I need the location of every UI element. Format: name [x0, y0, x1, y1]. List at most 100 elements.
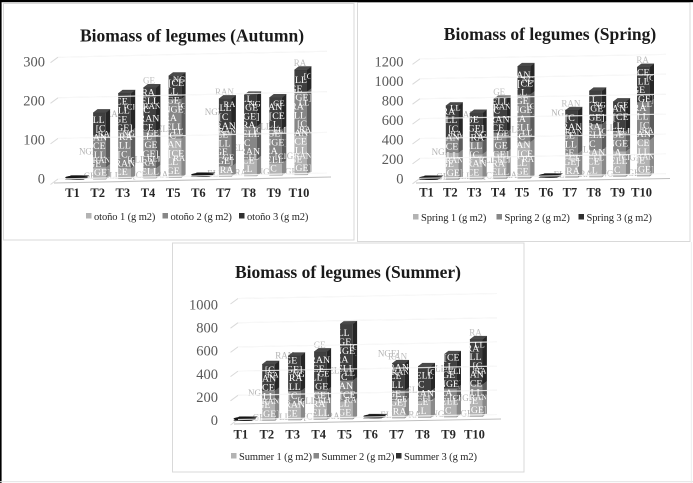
svg-text:Biomass of legumes (Spring): Biomass of legumes (Spring): [444, 24, 657, 44]
svg-text:NGE]: NGE]: [109, 123, 132, 134]
svg-text:[C: [C: [449, 124, 459, 135]
svg-text:[C: [C: [527, 101, 536, 111]
svg-text:[C: [C: [297, 119, 307, 130]
svg-text:RA: RA: [580, 169, 593, 179]
svg-text:[CE: [CE: [613, 112, 629, 123]
svg-text:GE: GE: [338, 407, 351, 418]
svg-text:RAN: RAN: [294, 150, 313, 160]
svg-text:NGE]: NGE]: [256, 409, 279, 420]
svg-text:NGE]: NGE]: [264, 137, 287, 148]
svg-text:NGE]: NGE]: [432, 147, 454, 157]
svg-text:RA: RA: [220, 165, 234, 176]
svg-text:T10: T10: [289, 186, 310, 200]
svg-text:[C: [C: [611, 165, 621, 176]
svg-text:[C: [C: [338, 372, 348, 383]
svg-text:NGE]: NGE]: [173, 74, 194, 84]
svg-text:GE: GE: [495, 141, 508, 152]
svg-text:ELL: ELL: [617, 126, 633, 136]
svg-text:RAN: RAN: [489, 114, 510, 125]
svg-text:[C: [C: [442, 405, 452, 416]
svg-text:T10: T10: [464, 428, 485, 442]
svg-text:T3: T3: [467, 186, 482, 200]
svg-text:RAN: RAN: [562, 122, 583, 133]
svg-text:RA: RA: [439, 388, 453, 399]
svg-text:GE: GE: [388, 389, 401, 400]
svg-text:ELL: ELL: [232, 143, 249, 153]
svg-text:ELL: ELL: [441, 397, 459, 408]
svg-text:GE: GE: [84, 171, 96, 181]
svg-text:RA: RA: [608, 147, 622, 158]
svg-text:LL: LL: [260, 122, 271, 132]
svg-text:[C: [C: [178, 100, 187, 110]
svg-text:RAN: RAN: [510, 140, 531, 151]
svg-text:NGE]: NGE]: [79, 147, 101, 157]
svg-text:NGE]: NGE]: [623, 152, 645, 162]
svg-text:[CE: [CE: [303, 411, 318, 421]
svg-text:NGE]: NGE]: [439, 379, 462, 390]
svg-text:RAN: RAN: [505, 170, 525, 180]
svg-text:[CE: [CE: [634, 68, 650, 79]
svg-text:RA: RA: [290, 102, 304, 113]
svg-text:RA: RA: [141, 87, 155, 98]
svg-text:GE: GE: [285, 167, 297, 177]
svg-text:RAN: RAN: [457, 110, 477, 120]
svg-text:LL: LL: [474, 339, 485, 349]
svg-text:GE: GE: [273, 98, 284, 108]
svg-text:GE: GE: [147, 127, 158, 137]
svg-text:GE: GE: [628, 168, 640, 178]
svg-text:LL: LL: [295, 146, 307, 157]
svg-text:RA: RA: [345, 395, 358, 405]
svg-text:GE: GE: [284, 356, 297, 367]
svg-text:RA: RA: [469, 328, 482, 338]
svg-text:[C: [C: [96, 124, 106, 135]
svg-text:Summer 1 (g m2): Summer 1 (g m2): [239, 452, 312, 463]
svg-text:LL: LL: [604, 123, 615, 133]
svg-text:NGE]: NGE]: [512, 105, 535, 116]
svg-text:[CE: [CE: [133, 170, 148, 180]
svg-text:GE: GE: [144, 140, 157, 151]
svg-text:RAN: RAN: [584, 148, 605, 159]
svg-text:RA: RA: [566, 166, 580, 177]
svg-text:RAN: RAN: [262, 396, 281, 406]
svg-text:GE: GE: [253, 412, 265, 422]
svg-text:ELL: ELL: [266, 155, 284, 166]
svg-text:RA: RA: [491, 158, 505, 169]
svg-text:LL: LL: [338, 328, 350, 339]
svg-text:LL: LL: [344, 368, 355, 378]
svg-text:NGE]: NGE]: [378, 348, 400, 358]
svg-text:[C: [C: [118, 150, 128, 161]
svg-text:[C: [C: [288, 391, 298, 402]
svg-text:NGE]: NGE]: [205, 107, 227, 117]
svg-text:ELL: ELL: [448, 366, 464, 376]
svg-text:RAN: RAN: [463, 370, 484, 381]
svg-text:400: 400: [196, 367, 218, 383]
svg-text:LL: LL: [522, 127, 533, 137]
svg-text:NGE]: NGE]: [248, 99, 269, 109]
svg-text:ELL: ELL: [273, 125, 289, 135]
svg-text:RA: RA: [173, 153, 186, 163]
svg-text:T4: T4: [141, 186, 156, 200]
svg-text:GE: GE: [245, 103, 258, 114]
svg-text:[CE: [CE: [467, 379, 483, 390]
svg-text:RAN: RAN: [139, 114, 160, 125]
svg-text:LL: LL: [450, 102, 461, 112]
svg-text:[C: [C: [586, 139, 596, 150]
svg-text:GE: GE: [114, 114, 127, 125]
svg-text:GE: GE: [632, 85, 645, 96]
svg-text:RAN: RAN: [215, 121, 236, 132]
svg-text:0: 0: [38, 172, 45, 188]
svg-text:[CE: [CE: [340, 390, 356, 401]
svg-text:RAN: RAN: [239, 147, 260, 158]
svg-text:GE: GE: [465, 396, 478, 407]
svg-text:NGE]: NGE]: [280, 151, 302, 161]
svg-text:LL: LL: [422, 393, 433, 403]
svg-text:ELL: ELL: [165, 122, 183, 133]
svg-text:RA: RA: [141, 158, 155, 169]
svg-text:GE: GE: [338, 337, 351, 348]
svg-text:ELL: ELL: [283, 382, 301, 393]
svg-text:RAN: RAN: [413, 388, 434, 399]
svg-text:T7: T7: [563, 186, 578, 200]
svg-text:RA: RA: [98, 128, 111, 138]
svg-text:ELL: ELL: [147, 154, 163, 164]
svg-text:GE: GE: [257, 400, 270, 411]
